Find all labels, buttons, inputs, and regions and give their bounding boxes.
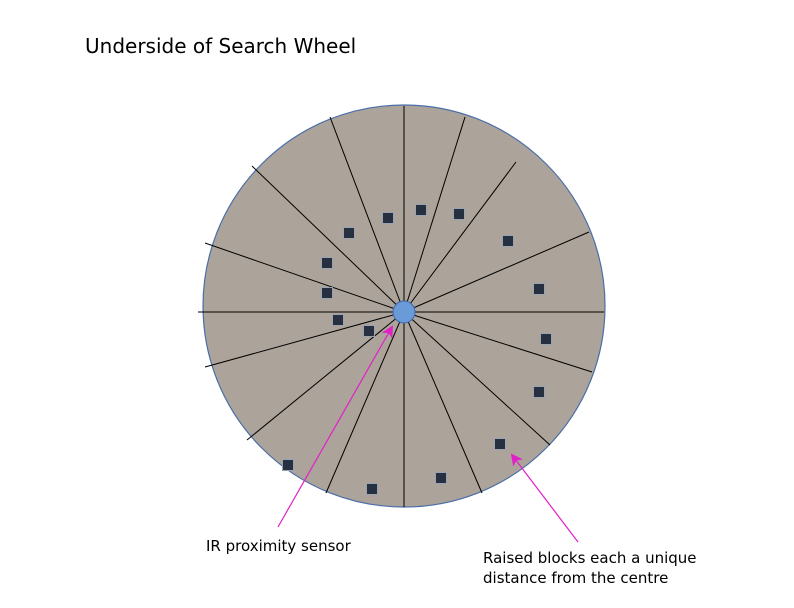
raised-block bbox=[502, 235, 514, 247]
raised-block bbox=[494, 438, 506, 450]
raised-block bbox=[540, 333, 552, 345]
raised-block bbox=[533, 386, 545, 398]
raised-block bbox=[363, 325, 375, 337]
block-pointer-arrow bbox=[510, 453, 579, 543]
wheel-spoke bbox=[204, 311, 405, 368]
wheel-spoke bbox=[251, 165, 405, 313]
raised-block bbox=[533, 283, 545, 295]
diagram-title: Underside of Search Wheel bbox=[85, 34, 356, 58]
sensor-pointer-arrow bbox=[277, 325, 393, 528]
wheel-spoke bbox=[403, 311, 551, 446]
raised-block bbox=[415, 204, 427, 216]
wheel-spoke bbox=[204, 242, 405, 313]
raised-block bbox=[366, 483, 378, 495]
raised-block bbox=[382, 212, 394, 224]
blocks-label-line1: Raised blocks each a unique bbox=[483, 549, 697, 567]
ir-sensor bbox=[392, 300, 416, 324]
wheel-spoke bbox=[403, 311, 593, 373]
search-wheel bbox=[198, 104, 606, 508]
wheel-spoke bbox=[329, 116, 405, 313]
wheel-spoke bbox=[403, 116, 466, 313]
wheel-spoke bbox=[246, 311, 405, 441]
wheel-spoke bbox=[325, 311, 405, 494]
raised-block bbox=[321, 257, 333, 269]
blocks-label-line2: distance from the centre bbox=[483, 569, 668, 587]
wheel-spokes bbox=[198, 106, 604, 507]
sensor-label: IR proximity sensor bbox=[206, 537, 352, 555]
raised-block bbox=[343, 227, 355, 239]
raised-block bbox=[321, 287, 333, 299]
raised-block bbox=[453, 208, 465, 220]
raised-block bbox=[332, 314, 344, 326]
raised-blocks bbox=[282, 204, 552, 495]
raised-block bbox=[282, 459, 294, 471]
wheel-spoke bbox=[403, 311, 483, 494]
wheel-spoke bbox=[403, 161, 517, 313]
raised-block bbox=[435, 472, 447, 484]
wheel-spoke bbox=[403, 231, 590, 313]
